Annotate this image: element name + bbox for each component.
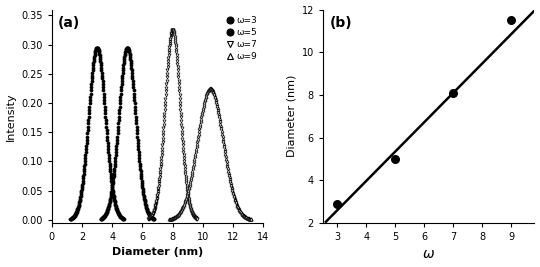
Point xyxy=(333,202,342,206)
Text: (b): (b) xyxy=(329,16,352,30)
X-axis label: ω: ω xyxy=(423,248,435,261)
Point xyxy=(507,18,516,22)
Point xyxy=(391,157,400,161)
Point xyxy=(449,91,458,95)
Y-axis label: Diameter (nm): Diameter (nm) xyxy=(286,75,296,157)
Legend: ω=3, ω=5, ω=7, ω=9: ω=3, ω=5, ω=7, ω=9 xyxy=(226,14,259,63)
X-axis label: Diameter (nm): Diameter (nm) xyxy=(112,248,203,257)
Text: (a): (a) xyxy=(58,16,80,30)
Y-axis label: Intensity: Intensity xyxy=(5,92,16,140)
